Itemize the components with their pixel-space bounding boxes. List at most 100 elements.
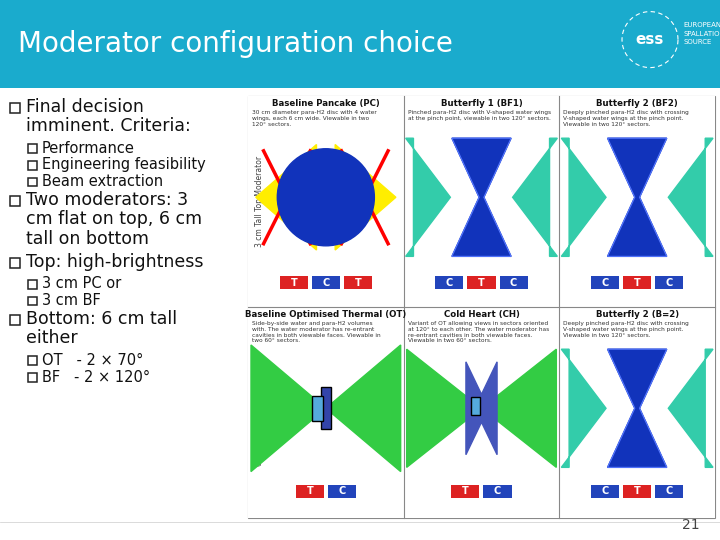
FancyBboxPatch shape: [28, 373, 37, 382]
Text: ess: ess: [636, 32, 664, 47]
Polygon shape: [668, 138, 713, 256]
Polygon shape: [256, 145, 317, 250]
Polygon shape: [608, 349, 667, 467]
FancyBboxPatch shape: [10, 258, 20, 268]
FancyBboxPatch shape: [623, 276, 651, 289]
Text: OT   - 2 × 70°: OT - 2 × 70°: [42, 353, 143, 368]
Polygon shape: [608, 138, 667, 256]
Text: Deeply pinched para-H2 disc with crossing
V-shaped water wings at the pinch poin: Deeply pinched para-H2 disc with crossin…: [563, 321, 689, 338]
Text: C: C: [665, 278, 672, 287]
Text: Final decision: Final decision: [26, 98, 144, 116]
FancyBboxPatch shape: [467, 276, 495, 289]
Polygon shape: [326, 345, 400, 471]
Text: C: C: [665, 487, 672, 496]
Text: T: T: [354, 278, 361, 287]
FancyBboxPatch shape: [312, 396, 323, 421]
FancyBboxPatch shape: [328, 485, 356, 498]
Polygon shape: [407, 349, 482, 467]
Polygon shape: [668, 349, 713, 467]
Text: C: C: [323, 278, 330, 287]
Text: Deeply pinched para-H2 disc with crossing
V-shaped water wings at the pinch poin: Deeply pinched para-H2 disc with crossin…: [563, 110, 689, 126]
Text: C: C: [601, 487, 609, 496]
Text: either: either: [26, 329, 78, 347]
FancyBboxPatch shape: [248, 96, 404, 307]
Text: C: C: [338, 487, 346, 496]
FancyBboxPatch shape: [10, 315, 20, 325]
FancyBboxPatch shape: [500, 276, 528, 289]
FancyBboxPatch shape: [623, 485, 651, 498]
FancyBboxPatch shape: [248, 96, 715, 518]
FancyBboxPatch shape: [28, 144, 37, 153]
Polygon shape: [562, 138, 606, 256]
Text: 3 cm BF: 3 cm BF: [42, 293, 101, 308]
Polygon shape: [482, 349, 557, 467]
Polygon shape: [251, 345, 326, 471]
FancyBboxPatch shape: [28, 280, 37, 288]
Circle shape: [277, 148, 374, 246]
FancyBboxPatch shape: [484, 485, 511, 498]
Text: 3 cm PC or: 3 cm PC or: [42, 276, 121, 292]
FancyBboxPatch shape: [10, 103, 20, 113]
FancyBboxPatch shape: [0, 88, 720, 540]
FancyBboxPatch shape: [559, 307, 715, 518]
Text: T: T: [307, 487, 313, 496]
Text: Moderator configuration choice: Moderator configuration choice: [18, 30, 453, 58]
Polygon shape: [513, 138, 557, 256]
FancyBboxPatch shape: [559, 96, 715, 307]
FancyBboxPatch shape: [0, 0, 720, 88]
Text: Two moderators: 3: Two moderators: 3: [26, 191, 188, 209]
FancyBboxPatch shape: [28, 297, 37, 306]
Text: 3 cm Tall Top Moderator: 3 cm Tall Top Moderator: [256, 156, 264, 247]
FancyBboxPatch shape: [312, 276, 340, 289]
Polygon shape: [336, 145, 396, 250]
Text: Pinched para-H2 disc with V-shaped water wings
at the pinch point, viewable in t: Pinched para-H2 disc with V-shaped water…: [408, 110, 551, 121]
FancyBboxPatch shape: [655, 276, 683, 289]
Polygon shape: [405, 138, 451, 256]
FancyBboxPatch shape: [344, 276, 372, 289]
Text: C: C: [510, 278, 517, 287]
Text: BF   - 2 × 120°: BF - 2 × 120°: [42, 369, 150, 384]
Text: Top: high-brightness: Top: high-brightness: [26, 253, 204, 271]
Text: tall on bottom: tall on bottom: [26, 230, 149, 248]
Text: EUROPEAN
SPALLATION
SOURCE: EUROPEAN SPALLATION SOURCE: [683, 22, 720, 45]
FancyBboxPatch shape: [591, 276, 619, 289]
FancyBboxPatch shape: [655, 485, 683, 498]
FancyBboxPatch shape: [436, 276, 464, 289]
FancyBboxPatch shape: [28, 178, 37, 186]
Text: Baseline Optimised Thermal (OT): Baseline Optimised Thermal (OT): [246, 310, 407, 319]
Text: cm flat on top, 6 cm: cm flat on top, 6 cm: [26, 211, 202, 228]
Text: 21: 21: [683, 518, 700, 532]
Text: Butterfly 2 (BF2): Butterfly 2 (BF2): [596, 99, 678, 108]
FancyBboxPatch shape: [471, 397, 480, 415]
Text: T: T: [634, 278, 641, 287]
FancyBboxPatch shape: [296, 485, 324, 498]
Text: 30 cm diameter para-H2 disc with 4 water
wings, each 6 cm wide. Viewable in two
: 30 cm diameter para-H2 disc with 4 water…: [252, 110, 377, 126]
Text: Variant of OT allowing views in sectors oriented
at 120° to each other. The wate: Variant of OT allowing views in sectors …: [408, 321, 549, 343]
Polygon shape: [452, 138, 511, 256]
Text: T: T: [462, 487, 469, 496]
FancyBboxPatch shape: [404, 96, 559, 307]
Polygon shape: [562, 349, 606, 467]
Text: T: T: [634, 487, 641, 496]
Text: Beam extraction: Beam extraction: [42, 174, 163, 189]
Text: imminent. Criteria:: imminent. Criteria:: [26, 117, 191, 136]
FancyBboxPatch shape: [451, 485, 480, 498]
Text: Butterfly 1 (BF1): Butterfly 1 (BF1): [441, 99, 523, 108]
FancyBboxPatch shape: [280, 276, 308, 289]
FancyBboxPatch shape: [28, 161, 37, 170]
Text: Baseline Pancake (PC): Baseline Pancake (PC): [272, 99, 379, 108]
FancyBboxPatch shape: [591, 485, 619, 498]
FancyBboxPatch shape: [10, 195, 20, 206]
Polygon shape: [466, 362, 497, 455]
Text: Performance: Performance: [42, 141, 135, 156]
FancyBboxPatch shape: [28, 356, 37, 365]
Text: 6 cm Tall Bottom Moderator: 6 cm Tall Bottom Moderator: [256, 360, 264, 465]
Text: T: T: [290, 278, 297, 287]
Text: C: C: [601, 278, 609, 287]
Text: C: C: [494, 487, 501, 496]
Circle shape: [622, 11, 678, 68]
FancyBboxPatch shape: [404, 307, 559, 518]
Text: Cold Heart (CH): Cold Heart (CH): [444, 310, 519, 319]
Text: Bottom: 6 cm tall: Bottom: 6 cm tall: [26, 310, 177, 328]
FancyBboxPatch shape: [321, 387, 330, 429]
